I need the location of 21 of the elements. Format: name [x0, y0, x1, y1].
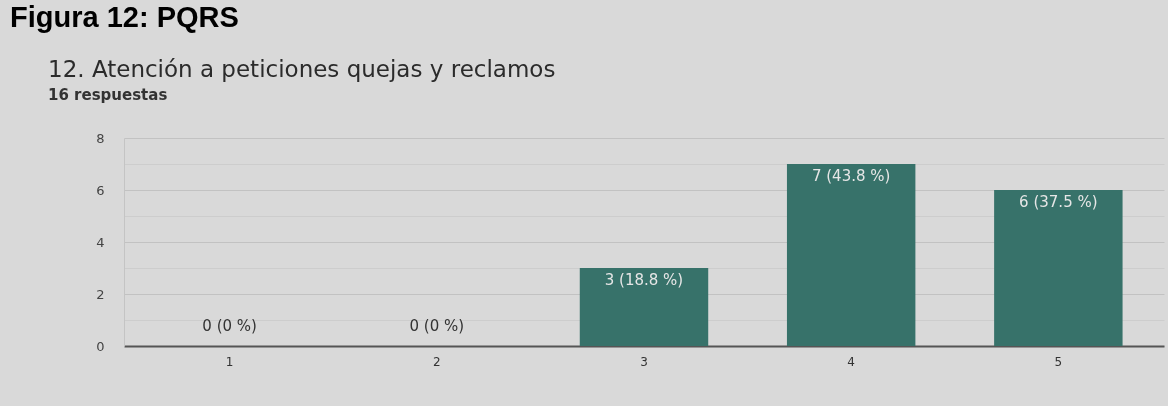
x-tick-label: 3	[640, 354, 648, 369]
data-label: 3 (18.8 %)	[604, 271, 684, 289]
y-tick-label: 6	[96, 182, 105, 198]
x-tick-label: 5	[1054, 354, 1063, 369]
data-label: 6 (37.5 %)	[1019, 193, 1098, 211]
y-tick-label: 8	[96, 130, 105, 146]
x-tick-label: 4	[847, 354, 855, 369]
data-label: 7 (43.8 %)	[811, 167, 891, 185]
bar	[579, 268, 709, 346]
y-tick-label: 4	[96, 234, 105, 250]
bar	[786, 164, 916, 346]
data-label: 0 (0 %)	[202, 317, 257, 335]
x-tick-label: 1	[225, 354, 234, 369]
bar	[994, 190, 1123, 346]
x-tick-label: 2	[433, 354, 441, 369]
chart-title: 12. Atención a peticiones quejas y reclamos	[48, 56, 556, 82]
y-tick-label: 0	[96, 338, 105, 354]
text: Figura 12: PQRS	[10, 1, 239, 33]
y-tick-label: 2	[96, 286, 105, 302]
chart-subtitle: 16 respuestas	[48, 86, 168, 104]
data-label: 0 (0 %)	[409, 317, 465, 335]
